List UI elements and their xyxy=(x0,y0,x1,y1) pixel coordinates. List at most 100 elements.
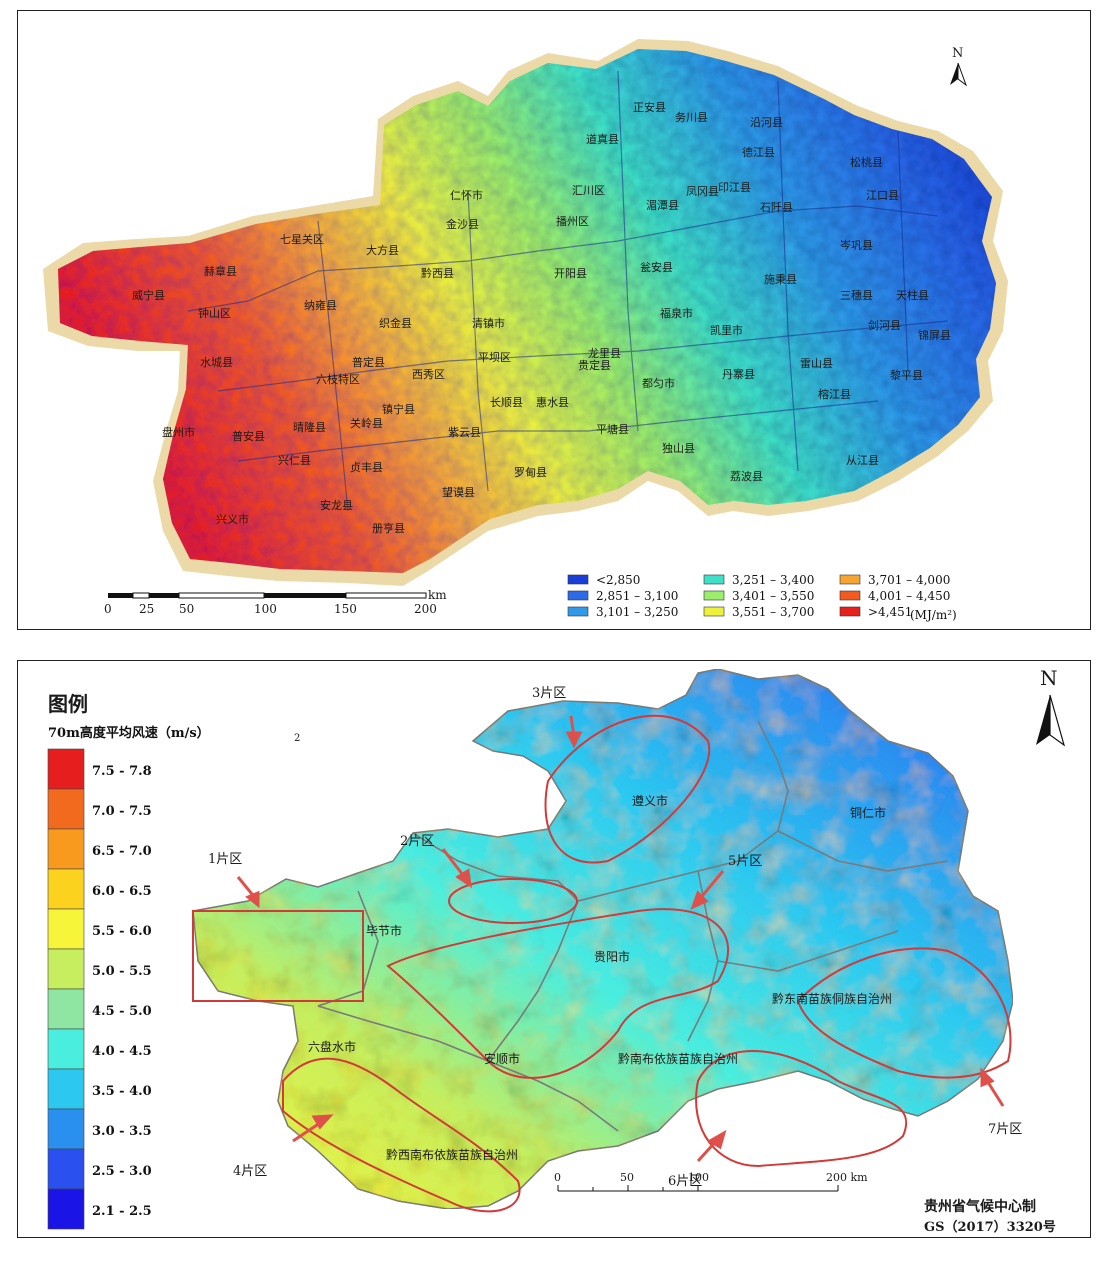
legend-swatch xyxy=(47,748,85,790)
county-label: 凯里市 xyxy=(710,323,743,337)
county-boundaries xyxy=(187,70,949,512)
county-label: 七星关区 xyxy=(280,232,324,246)
county-label: 水城县 xyxy=(200,356,233,369)
county-label: 龙里县 xyxy=(588,347,621,360)
legend-label: 3,101 – 3,250 xyxy=(596,605,678,619)
zone-1-outline xyxy=(192,910,364,1002)
county-label: 播州区 xyxy=(556,214,589,228)
county-label: 正安县 xyxy=(633,100,666,114)
legend-swatch xyxy=(839,606,861,617)
county-label: 兴义市 xyxy=(216,512,249,526)
city-label: 安顺市 xyxy=(484,1051,520,1066)
province-raster xyxy=(58,49,996,573)
county-label: 大方县 xyxy=(366,243,399,257)
legend-swatch xyxy=(47,1108,85,1150)
north-arrow: N xyxy=(1036,666,1066,747)
county-label: 镇宁县 xyxy=(382,402,415,416)
zone-label: 4片区 xyxy=(233,1164,267,1179)
zone-labels: 1片区 2片区 3片区 4片区 5片区 6片区 7片区 xyxy=(208,686,1022,1189)
legend-label: <2,850 xyxy=(596,573,640,587)
legend-label: 6.0 - 6.5 xyxy=(92,884,152,899)
county-label: 西秀区 xyxy=(412,368,445,381)
county-label: 沿河县 xyxy=(750,116,783,129)
north-label: N xyxy=(952,46,963,61)
zone-outlines xyxy=(192,714,1012,1213)
scale-tick: 50 xyxy=(620,1171,634,1184)
legend-swatch xyxy=(47,948,85,990)
legend-swatch xyxy=(47,828,85,870)
legend-label: 3.5 - 4.0 xyxy=(92,1084,152,1099)
county-label: 金沙县 xyxy=(446,217,479,231)
legend-swatch xyxy=(567,574,589,585)
legend-label: 3.0 - 3.5 xyxy=(92,1124,152,1139)
zone-arrows xyxy=(236,715,1005,1163)
scale-bar: 0 50 100 200 km xyxy=(554,1171,868,1192)
county-label: 普定县 xyxy=(352,355,385,369)
county-label: 务川县 xyxy=(675,111,708,124)
scale-tick: 0 xyxy=(104,602,112,616)
county-label: 纳雍县 xyxy=(304,298,337,312)
legend-label: 6.5 - 7.0 xyxy=(92,844,152,859)
scale-tick: 200 km xyxy=(826,1171,868,1184)
county-label: 丹寨县 xyxy=(722,367,755,381)
county-label: 盘州市 xyxy=(162,425,195,439)
stray-mark: 2 xyxy=(294,733,300,744)
legend-swatch xyxy=(47,868,85,910)
legend-swatch xyxy=(47,908,85,950)
county-label: 赫章县 xyxy=(204,264,237,278)
city-label: 黔西南布依族苗族自治州 xyxy=(386,1147,518,1162)
county-label: 晴隆县 xyxy=(293,420,326,434)
county-label: 安龙县 xyxy=(320,498,353,512)
scale-tick: 150 xyxy=(334,602,357,616)
legend-subtitle: 70m高度平均风速（m/s） xyxy=(48,725,210,741)
zone-label: 2片区 xyxy=(400,834,434,849)
zone-4-outline xyxy=(282,1057,521,1213)
county-label: 剑河县 xyxy=(868,318,901,332)
zone-label: 6片区 xyxy=(668,1174,702,1189)
county-label: 平塘县 xyxy=(596,422,629,436)
county-label: 惠水县 xyxy=(536,395,569,409)
legend-swatch xyxy=(839,590,861,601)
scale-bar: km 0 25 50 100 150 200 xyxy=(104,588,447,616)
county-label: 威宁县 xyxy=(132,288,165,302)
legend-swatch xyxy=(839,574,861,585)
solar-radiation-map-panel: 道真县 正安县 务川县 德江县 沿河县 松桃县 仁怀市 汇川区 凤冈县 印江县 江口县 金沙县 播州区 湄… xyxy=(17,10,1091,630)
zone-3-outline xyxy=(544,714,711,864)
county-label: 江口县 xyxy=(866,189,899,202)
credit-text: 贵州省气候中心制 xyxy=(924,1198,1036,1215)
county-label: 织金县 xyxy=(379,316,412,330)
city-label: 黔东南苗族侗族自治州 xyxy=(772,991,892,1006)
zone-5-outline xyxy=(386,908,730,1079)
scale-tick: 25 xyxy=(139,602,154,616)
legend-label: 3,551 – 3,700 xyxy=(732,605,814,619)
county-label: 黔西县 xyxy=(421,266,454,280)
county-label: 册亨县 xyxy=(372,521,405,535)
legend-label: 5.5 - 6.0 xyxy=(92,924,152,939)
county-label: 紫云县 xyxy=(448,426,481,439)
scale-tick: 100 xyxy=(688,1171,709,1184)
city-label: 铜仁市 xyxy=(850,805,886,820)
legend-label: 4.5 - 5.0 xyxy=(92,1004,152,1019)
county-label: 普安县 xyxy=(232,429,265,443)
county-label: 锦屏县 xyxy=(918,328,951,342)
scale-tick: 50 xyxy=(179,602,194,616)
legend-swatch xyxy=(47,1148,85,1190)
legend-label: >4,451 xyxy=(868,605,912,619)
legend-swatch xyxy=(567,606,589,617)
legend-swatch xyxy=(567,590,589,601)
zone-label: 5片区 xyxy=(728,854,762,869)
wind-speed-map-panel: 图例 70m高度平均风速（m/s） 2 7.5 - 7.8 7.0 - 7.5 6.… xyxy=(17,660,1091,1238)
legend-swatch xyxy=(47,1028,85,1070)
legend-label: 3,701 – 4,000 xyxy=(868,573,950,587)
county-label: 凤冈县 xyxy=(686,185,719,198)
county-label: 都匀市 xyxy=(642,376,675,390)
county-label: 榕江县 xyxy=(818,387,851,401)
county-label: 从江县 xyxy=(846,454,879,467)
legend-label: 2,851 – 3,100 xyxy=(596,589,678,603)
county-label: 罗甸县 xyxy=(514,466,547,479)
wind-province-raster xyxy=(192,668,1014,1210)
legend-label: 7.0 - 7.5 xyxy=(92,804,152,819)
city-label: 遵义市 xyxy=(632,793,668,808)
